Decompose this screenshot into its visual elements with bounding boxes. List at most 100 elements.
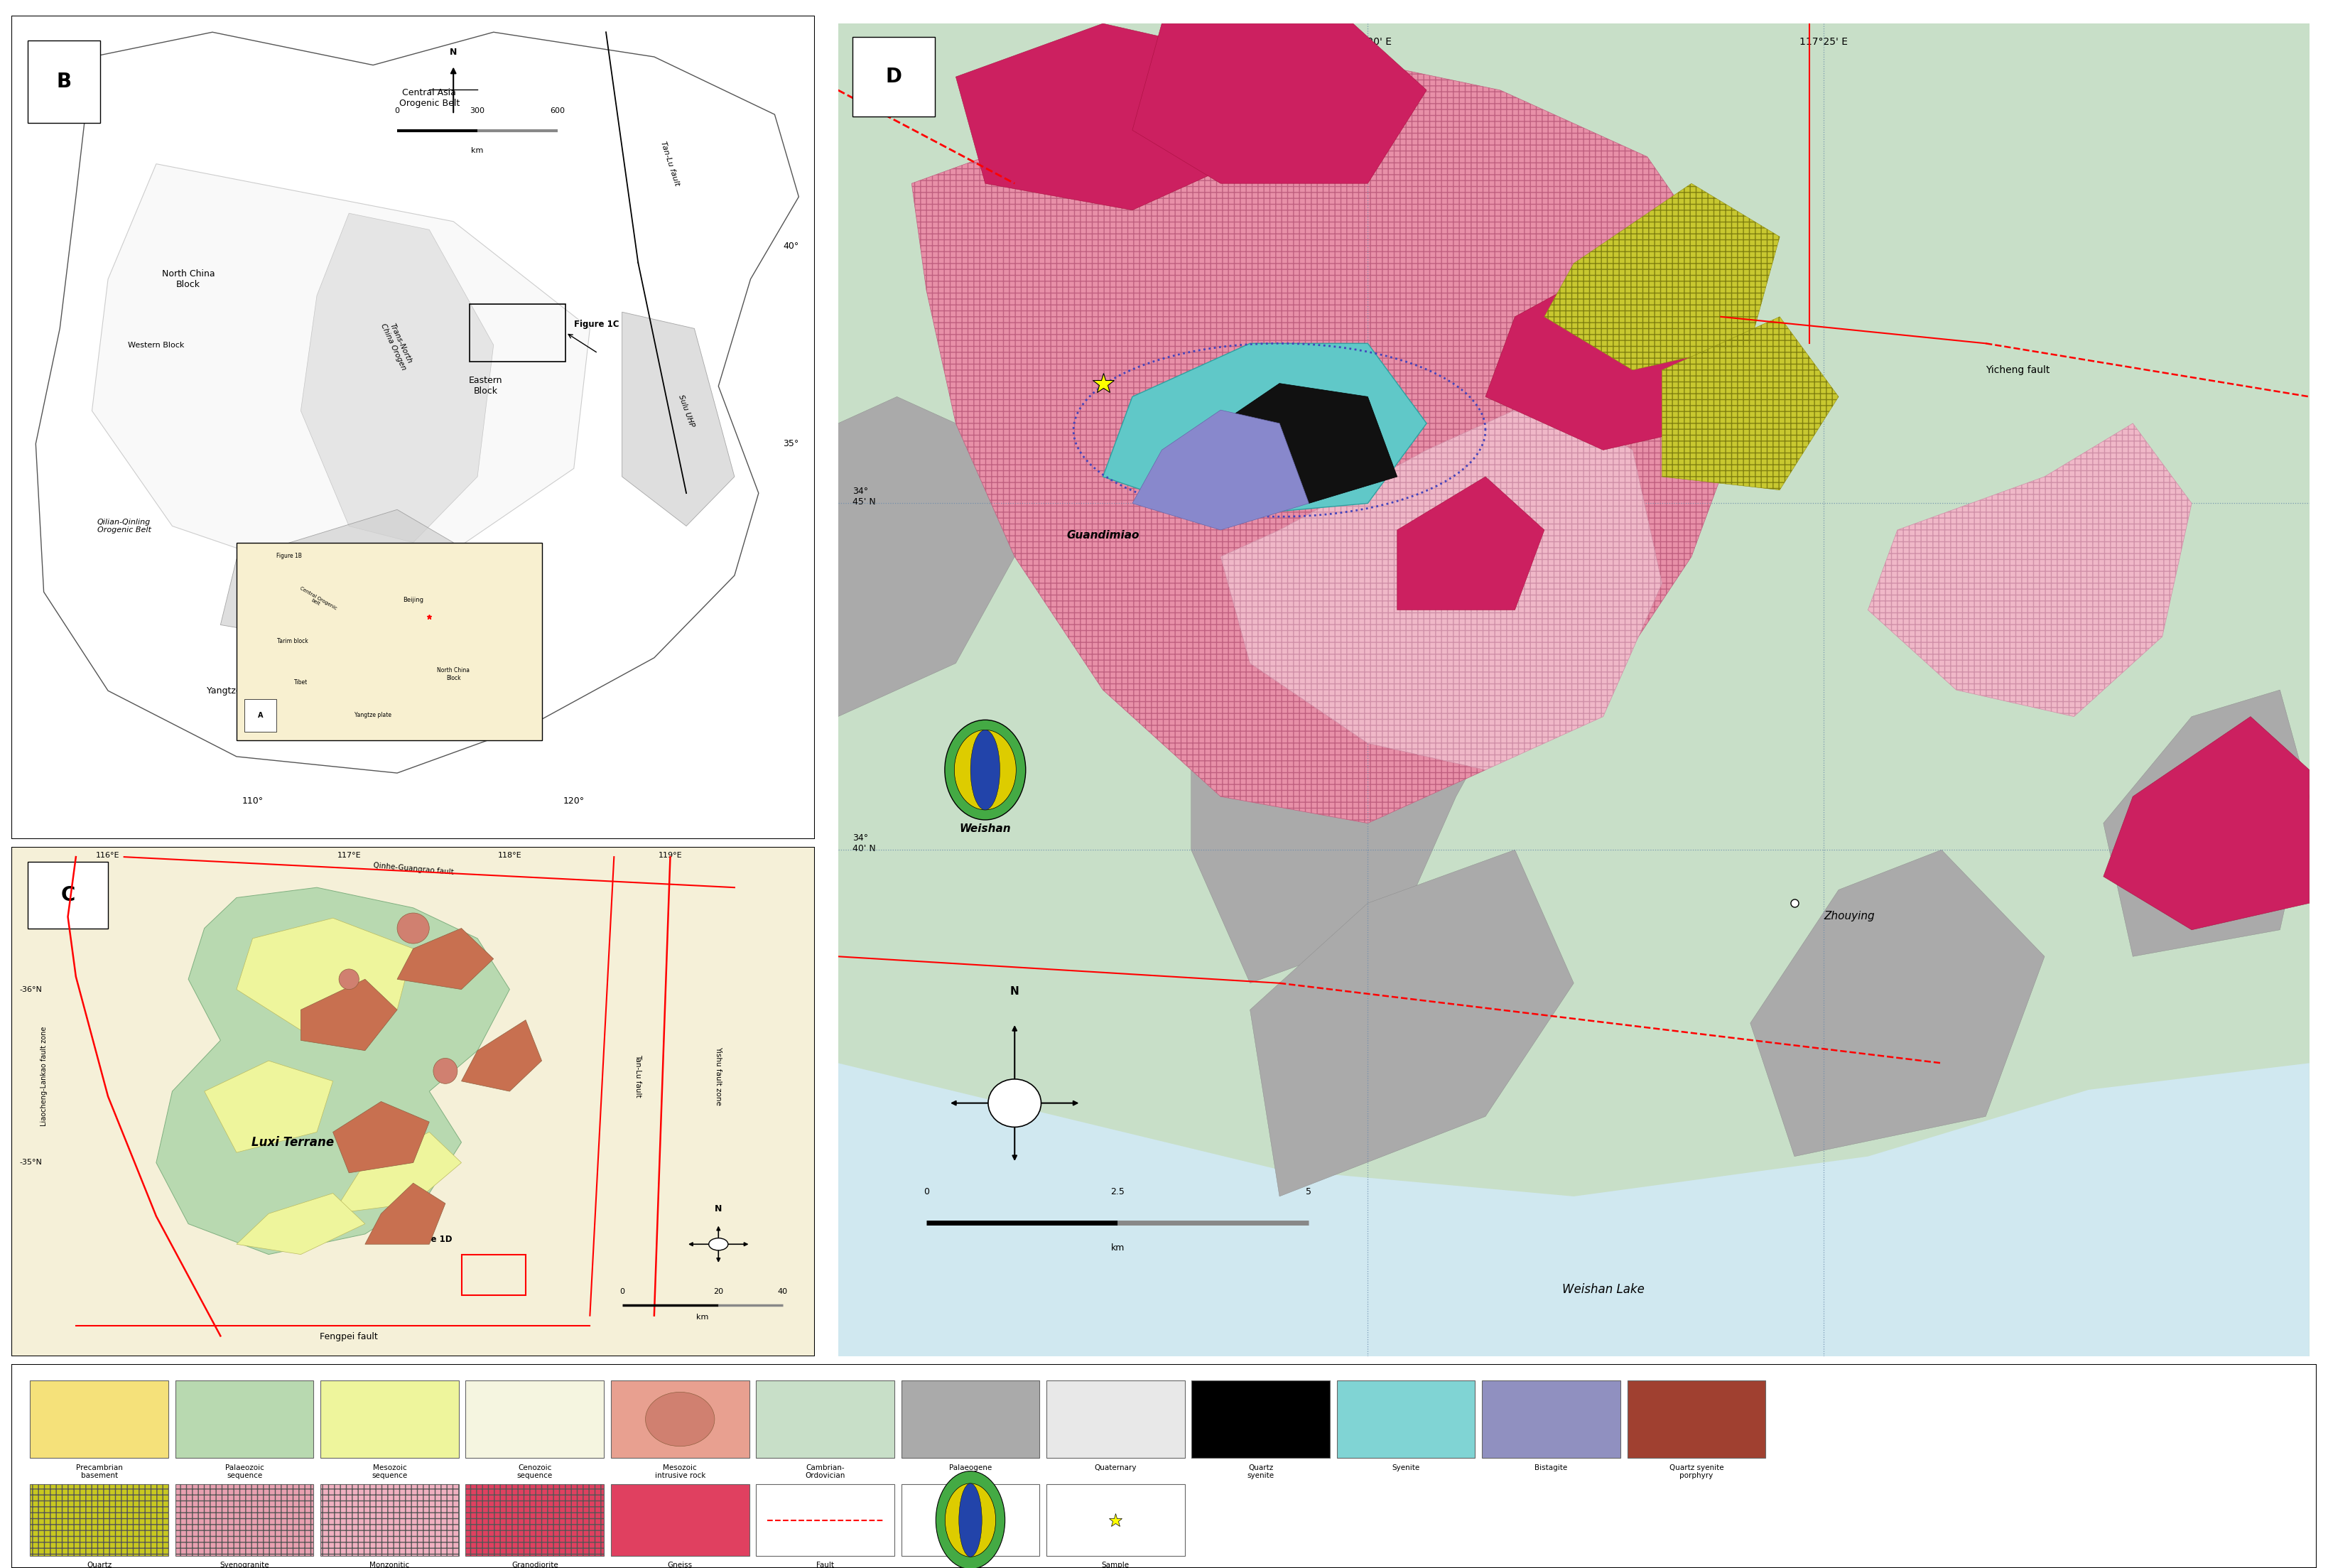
Text: km: km xyxy=(1110,1243,1124,1253)
Text: 40: 40 xyxy=(778,1287,787,1295)
Ellipse shape xyxy=(959,1483,982,1557)
Polygon shape xyxy=(1397,477,1543,610)
Text: Cambrian-
Ordovician: Cambrian- Ordovician xyxy=(805,1465,845,1479)
Text: -35°N: -35°N xyxy=(19,1159,42,1167)
FancyBboxPatch shape xyxy=(1627,1380,1765,1458)
Ellipse shape xyxy=(936,1471,1006,1568)
FancyBboxPatch shape xyxy=(175,1380,314,1458)
Text: Bistagite: Bistagite xyxy=(1534,1465,1567,1471)
FancyBboxPatch shape xyxy=(28,41,100,122)
Text: Syenite: Syenite xyxy=(1392,1465,1420,1471)
Ellipse shape xyxy=(945,720,1027,820)
Text: Trans-North
China Orogen: Trans-North China Orogen xyxy=(379,318,414,372)
Text: Weishan Lake: Weishan Lake xyxy=(1562,1283,1644,1297)
Text: Qilian-Qinling
Orogenic Belt: Qilian-Qinling Orogenic Belt xyxy=(98,519,151,533)
Polygon shape xyxy=(957,24,1250,210)
Text: 110°: 110° xyxy=(242,797,263,806)
FancyBboxPatch shape xyxy=(838,24,2309,1356)
Polygon shape xyxy=(1131,24,1427,183)
Text: Quartz syenite
porphyry: Quartz syenite porphyry xyxy=(1669,1465,1723,1479)
Polygon shape xyxy=(838,1063,2309,1356)
FancyBboxPatch shape xyxy=(30,1485,168,1555)
Text: D: D xyxy=(887,67,903,86)
Text: Sample
location: Sample location xyxy=(1101,1562,1131,1568)
Ellipse shape xyxy=(945,1483,996,1557)
Text: Fengpei fault: Fengpei fault xyxy=(319,1331,377,1341)
Text: 600: 600 xyxy=(549,107,566,114)
Ellipse shape xyxy=(971,731,1001,809)
FancyBboxPatch shape xyxy=(237,543,542,740)
Polygon shape xyxy=(622,312,736,525)
FancyBboxPatch shape xyxy=(30,1380,168,1458)
Text: 2.5: 2.5 xyxy=(1110,1187,1124,1196)
Circle shape xyxy=(987,1079,1041,1127)
Text: Yicheng fault: Yicheng fault xyxy=(1986,365,2051,375)
Text: 0: 0 xyxy=(924,1187,929,1196)
Text: 118°E: 118°E xyxy=(498,851,521,859)
Text: 34°
40' N: 34° 40' N xyxy=(852,833,875,853)
Polygon shape xyxy=(461,1019,542,1091)
Polygon shape xyxy=(2105,690,2309,956)
Text: Figure 1B: Figure 1B xyxy=(277,552,303,558)
Polygon shape xyxy=(1867,423,2191,717)
Polygon shape xyxy=(1192,530,1516,983)
Text: Yishu fault zone: Yishu fault zone xyxy=(715,1046,722,1105)
Polygon shape xyxy=(365,1182,445,1245)
Text: Zhouying: Zhouying xyxy=(1823,911,1874,922)
Ellipse shape xyxy=(340,969,359,989)
Text: Granodiorite: Granodiorite xyxy=(512,1562,559,1568)
Text: Figure 1C: Figure 1C xyxy=(573,320,619,329)
FancyBboxPatch shape xyxy=(175,1485,314,1555)
Text: 116°E: 116°E xyxy=(95,851,121,859)
Text: km: km xyxy=(696,1314,708,1320)
Circle shape xyxy=(708,1239,729,1250)
Polygon shape xyxy=(1192,383,1397,503)
Polygon shape xyxy=(1751,850,2044,1157)
Text: North China
Block: North China Block xyxy=(438,668,470,681)
FancyBboxPatch shape xyxy=(1048,1485,1185,1555)
FancyBboxPatch shape xyxy=(1192,1380,1329,1458)
Ellipse shape xyxy=(954,731,1015,809)
Text: Yangtze plate: Yangtze plate xyxy=(354,712,391,718)
FancyBboxPatch shape xyxy=(757,1380,894,1458)
Ellipse shape xyxy=(645,1392,715,1446)
Polygon shape xyxy=(913,50,1751,823)
FancyBboxPatch shape xyxy=(757,1485,894,1555)
Text: Luxi Terrane: Luxi Terrane xyxy=(251,1135,333,1149)
Polygon shape xyxy=(838,397,1015,717)
Text: 20: 20 xyxy=(712,1287,724,1295)
FancyBboxPatch shape xyxy=(12,1364,2316,1568)
Text: 117°20' E: 117°20' E xyxy=(1343,38,1392,47)
Text: 34°
45' N: 34° 45' N xyxy=(852,486,875,506)
Text: Mesozoic
sequence: Mesozoic sequence xyxy=(372,1465,407,1479)
Text: 300: 300 xyxy=(470,107,484,114)
Text: Mesozoic
intrusive rock: Mesozoic intrusive rock xyxy=(654,1465,705,1479)
FancyBboxPatch shape xyxy=(1048,1380,1185,1458)
Text: Tan-Lu fault: Tan-Lu fault xyxy=(659,141,680,187)
Text: Qinhe-Guangrao fault: Qinhe-Guangrao fault xyxy=(372,862,454,877)
Text: Syenogranite: Syenogranite xyxy=(219,1562,270,1568)
FancyBboxPatch shape xyxy=(838,24,2309,1356)
FancyBboxPatch shape xyxy=(1336,1380,1476,1458)
Polygon shape xyxy=(1662,317,1839,489)
Text: Tarim block: Tarim block xyxy=(277,638,307,644)
Text: 0: 0 xyxy=(396,107,400,114)
Text: Dabie UHP: Dabie UHP xyxy=(312,588,354,596)
Polygon shape xyxy=(398,928,494,989)
Text: 0: 0 xyxy=(619,1287,624,1295)
Polygon shape xyxy=(1103,343,1427,517)
FancyBboxPatch shape xyxy=(28,862,107,928)
Text: Gneiss: Gneiss xyxy=(668,1562,691,1568)
Text: Quartz
diorite: Quartz diorite xyxy=(86,1562,112,1568)
Text: -36°N: -36°N xyxy=(19,986,42,993)
Polygon shape xyxy=(1485,237,1751,450)
FancyBboxPatch shape xyxy=(610,1485,750,1555)
Text: Beijing: Beijing xyxy=(403,597,424,604)
Text: 35°: 35° xyxy=(782,439,799,448)
Text: Quartz
syenite: Quartz syenite xyxy=(1248,1465,1273,1479)
FancyBboxPatch shape xyxy=(901,1485,1041,1555)
Polygon shape xyxy=(333,1101,428,1173)
Ellipse shape xyxy=(433,1058,456,1083)
Text: 120°: 120° xyxy=(563,797,584,806)
Text: Figure 1D: Figure 1D xyxy=(407,1236,452,1245)
